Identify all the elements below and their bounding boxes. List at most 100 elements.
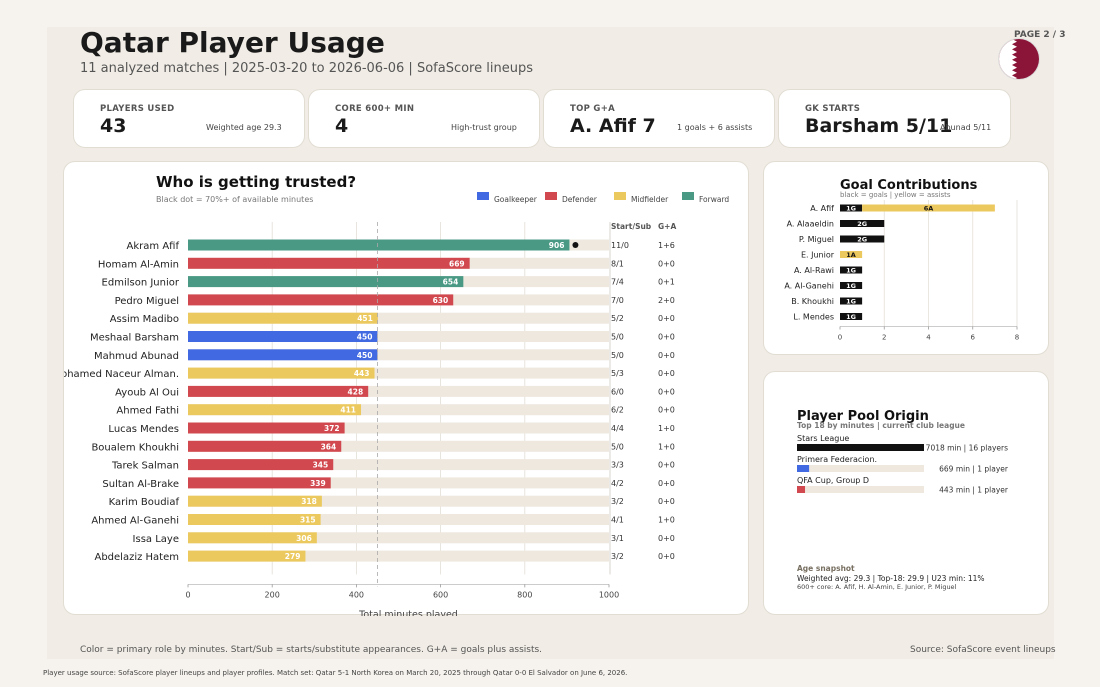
goals-bar — [840, 282, 863, 289]
minutes-label: 345 — [313, 461, 329, 470]
player-row: Homam Al-Amin 669 8/1 0+0 — [98, 257, 675, 270]
legend-swatch — [545, 192, 557, 200]
x-tick-label: 200 — [265, 590, 280, 599]
start-sub-value: 3/2 — [611, 497, 624, 506]
x-tick-label: 2 — [882, 334, 886, 342]
assists-bar — [840, 251, 863, 258]
minutes-label: 451 — [357, 314, 373, 323]
goals-bar — [840, 235, 885, 243]
player-name: Assim Madibo — [110, 314, 179, 325]
start-sub-value: 6/0 — [611, 387, 624, 396]
kpi-value: 4 — [335, 115, 349, 137]
kpi-label: GK STARTS — [805, 104, 861, 114]
bar-track — [188, 532, 609, 544]
x-axis-label: Total minutes played — [358, 609, 458, 616]
kpi-value: 43 — [100, 115, 127, 137]
start-sub-value: 7/4 — [611, 278, 624, 287]
legend-swatch — [477, 192, 489, 200]
x-tick-label: 600 — [433, 590, 448, 599]
ga-row: A. Afif 1G 6A — [810, 204, 995, 213]
chart-title: Player Pool Origin — [797, 409, 929, 424]
player-name: Mohamed Naceur Alman. — [64, 369, 179, 380]
start-sub-value: 8/1 — [611, 259, 624, 268]
minutes-bar — [188, 477, 331, 489]
kpi-card-players-used: PLAYERS USED 43 Weighted age 29.3 — [73, 89, 305, 148]
minutes-label: 339 — [310, 479, 326, 488]
source-note: Player usage source: SofaScore player li… — [43, 669, 628, 677]
page-subtitle: 11 analyzed matches | 2025-03-20 to 2026… — [80, 61, 533, 76]
bar-track — [188, 495, 609, 507]
pool-league-name: Stars League — [797, 434, 849, 443]
ga-row: B. Khoukhi 1G — [791, 297, 863, 306]
kpi-value: A. Afif 7 — [570, 115, 656, 137]
legend-item-defender: Defender — [545, 192, 598, 204]
x-tick-label: 6 — [971, 334, 976, 342]
minutes-label: 450 — [357, 351, 373, 360]
player-row: Assim Madibo 451 5/2 0+0 — [110, 312, 675, 325]
pool-value-label: 7018 min | 16 players — [926, 444, 1008, 453]
kpi-value: Barsham 5/11 — [805, 115, 953, 137]
minutes-bar — [188, 404, 362, 416]
minutes-label: 364 — [321, 442, 337, 451]
player-row: Ahmed Fathi 411 6/2 0+0 — [116, 404, 675, 417]
player-name: Meshaal Barsham — [90, 333, 179, 344]
start-sub-value: 3/2 — [611, 552, 624, 561]
ga-value: 0+0 — [658, 497, 675, 506]
minutes-bar — [188, 440, 342, 452]
player-row: Pedro Miguel 630 7/0 2+0 — [115, 294, 675, 307]
page-title: Qatar Player Usage — [80, 26, 385, 59]
ga-value: 0+0 — [658, 333, 675, 342]
player-name: Edmilson Junior — [102, 278, 180, 289]
bar-track — [188, 404, 609, 416]
kpi-note: Weighted age 29.3 — [206, 123, 282, 132]
ga-value: 0+0 — [658, 479, 675, 488]
kpi-label: TOP G+A — [570, 104, 615, 114]
column-header-start-sub: Start/Sub — [611, 222, 652, 231]
ga-value: 1+6 — [658, 241, 675, 250]
start-sub-value: 5/0 — [611, 333, 624, 342]
player-row: Mahmud Abunad 450 5/0 0+0 — [94, 349, 675, 362]
legend-label: Defender — [562, 195, 598, 204]
assists-bar — [862, 204, 995, 212]
player-name: Issa Laye — [133, 534, 179, 545]
legend-item-midfielder: Midfielder — [614, 192, 669, 204]
x-tick-label: 4 — [926, 334, 931, 342]
goals-label: 1G — [846, 267, 856, 275]
ga-value: 0+0 — [658, 369, 675, 378]
minutes-label: 306 — [296, 534, 312, 543]
bar-track — [188, 459, 609, 471]
minutes-bar — [188, 276, 464, 288]
x-tick-label: 800 — [517, 590, 532, 599]
minutes-label: 428 — [348, 387, 364, 396]
legend-item-forward: Forward — [682, 192, 729, 204]
start-sub-value: 11/0 — [611, 241, 629, 250]
ga-value: 0+0 — [658, 351, 675, 360]
ga-row: A. Alaaeldin 2G — [787, 220, 885, 229]
age-snapshot-line2: 600+ core: A. Afif, H. Al-Amin, E. Junio… — [797, 583, 957, 591]
player-name: Lucas Mendes — [108, 424, 179, 435]
player-row: Akram Afif 906 11/0 1+6 — [127, 239, 675, 252]
minutes-chart-card: Who is getting trusted? Black dot = 70%+ … — [52, 161, 749, 620]
start-sub-value: 5/0 — [611, 351, 624, 360]
ga-player-name: L. Mendes — [793, 313, 834, 322]
start-sub-value: 5/3 — [611, 369, 624, 378]
pool-track — [797, 465, 924, 472]
ga-player-name: A. Alaaeldin — [787, 220, 834, 229]
pool-league-name: QFA Cup, Group D — [797, 476, 869, 485]
minutes-label: 279 — [285, 552, 301, 561]
x-tick-label: 8 — [1015, 334, 1019, 342]
start-sub-value: 4/4 — [611, 424, 624, 433]
minutes-label: 411 — [340, 406, 356, 415]
start-sub-value: 5/2 — [611, 314, 624, 323]
legend-swatch — [682, 192, 694, 200]
goals-label: 1G — [846, 205, 856, 213]
player-pool-card: Player Pool Origin Top 18 by minutes | cu… — [763, 371, 1049, 615]
bar-track — [188, 312, 609, 324]
ga-row: E. Junior 1A — [801, 251, 863, 260]
ga-value: 1+0 — [658, 516, 675, 525]
player-name: Ayoub Al Oui — [115, 387, 179, 398]
minutes-bar — [188, 514, 321, 525]
legend-label: Goalkeeper — [494, 195, 538, 204]
kpi-card-core-minutes: CORE 600+ MIN 4 High-trust group — [308, 89, 540, 148]
player-row: Abdelaziz Hatem 279 3/2 0+0 — [94, 550, 675, 563]
